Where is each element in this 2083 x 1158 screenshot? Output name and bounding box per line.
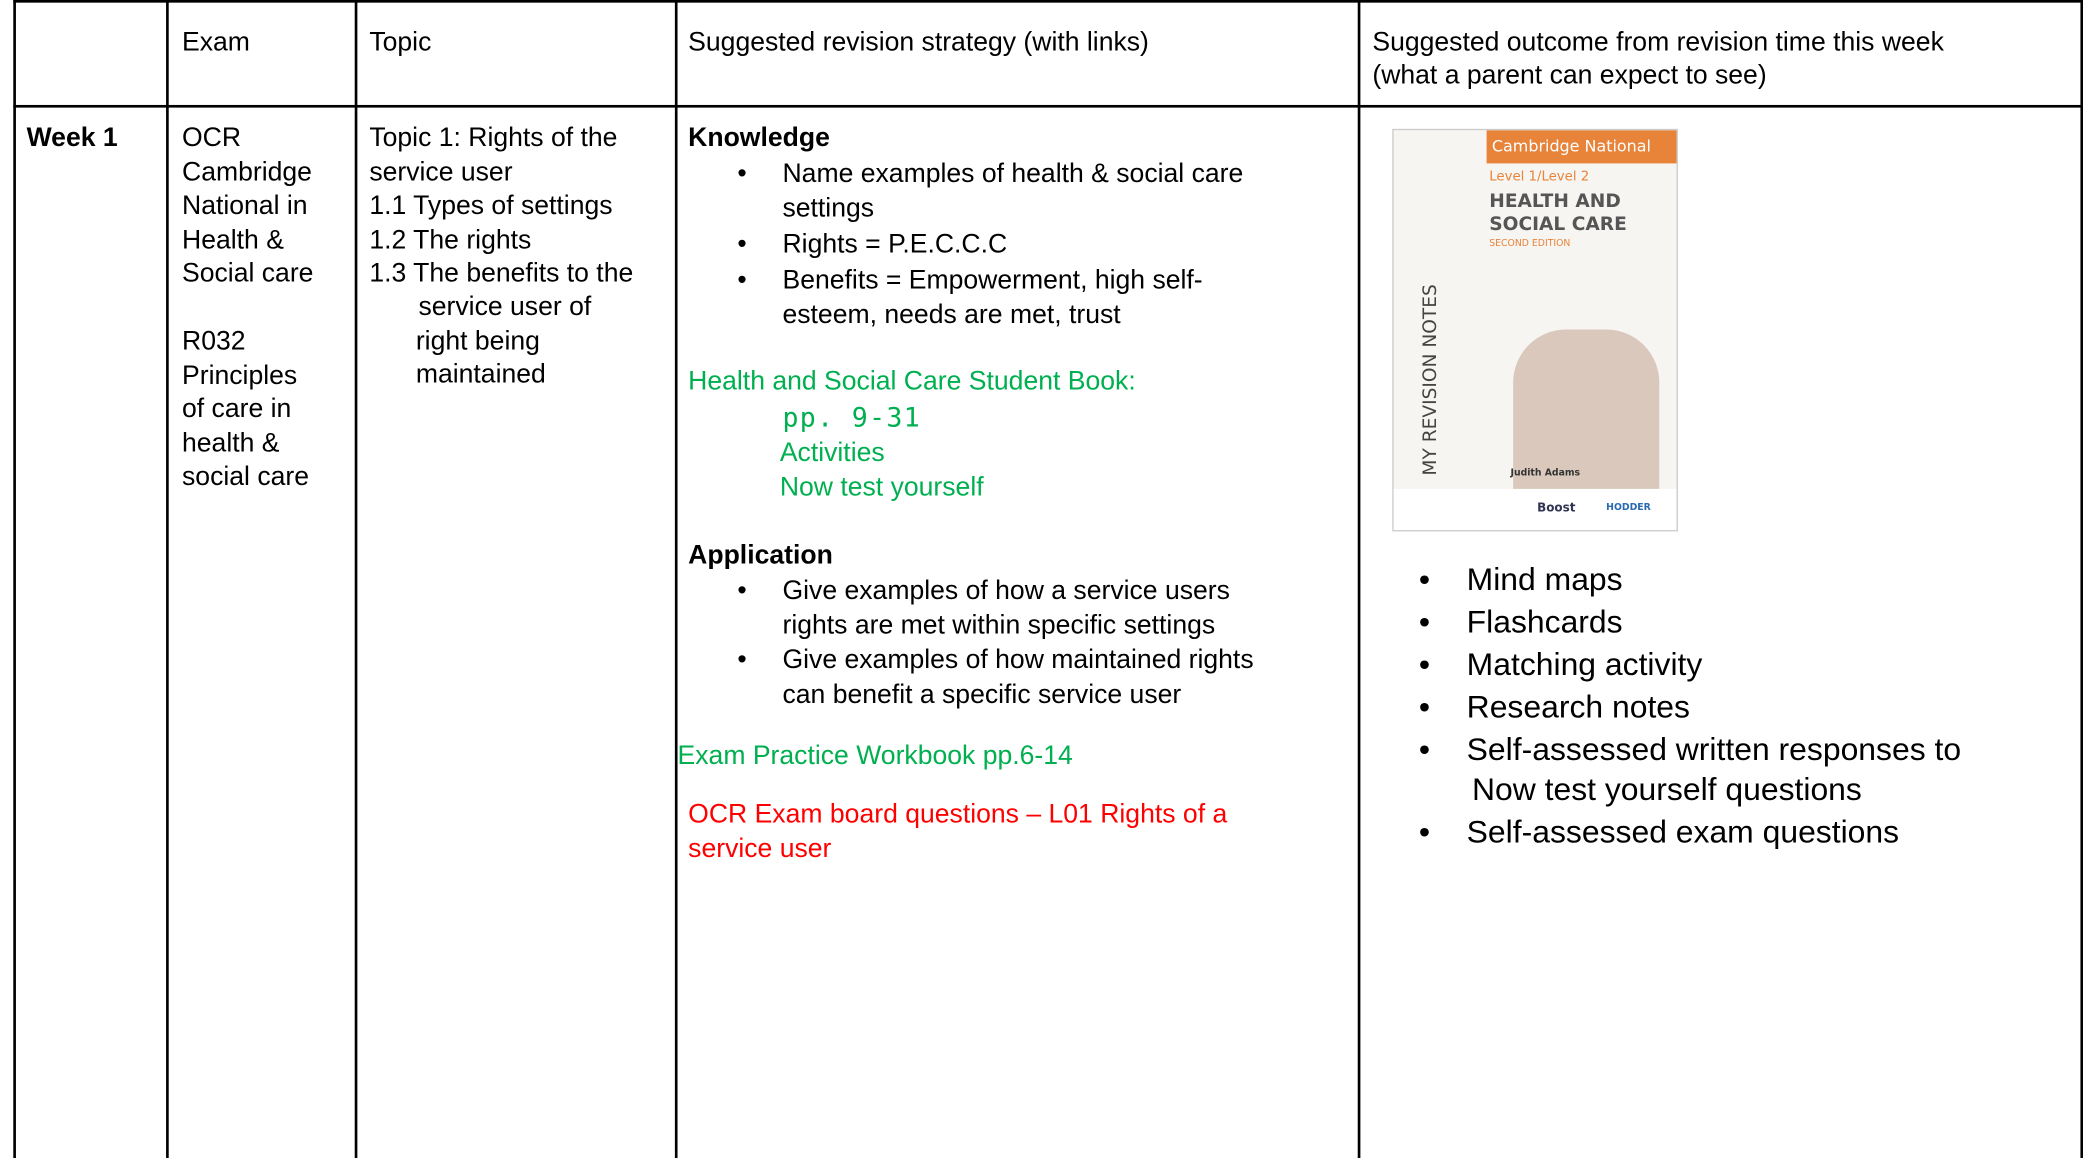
bullet: •	[737, 159, 747, 189]
week-label: Week 1	[26, 123, 118, 153]
border	[13, 0, 16, 1158]
link-text: Exam Practice Workbook pp.6-14	[677, 741, 1073, 771]
section-heading: Application	[688, 540, 833, 570]
bullet-text: Give examples of how a service users	[782, 576, 1230, 606]
cover-series: Cambridge National	[1491, 136, 1651, 156]
cover-publisher: HODDER	[1606, 502, 1651, 513]
bullet: •	[737, 229, 747, 260]
border	[166, 0, 169, 1158]
cover-brand: Boost	[1537, 502, 1576, 516]
exam-text: health &	[182, 428, 280, 458]
outcome-item: Flashcards	[1466, 604, 1623, 641]
topic-text: maintained	[415, 360, 546, 390]
topic-text: 1.1 Types of settings	[369, 191, 613, 221]
exam-text: National in	[182, 191, 308, 221]
topic-text: 1.2 The rights	[369, 225, 532, 255]
link-text: Now test yourself	[779, 472, 984, 503]
border	[1357, 0, 1360, 1158]
topic-text: Topic 1: Rights of the	[369, 123, 618, 153]
bullet: •	[737, 576, 747, 606]
link-text: service user	[688, 834, 832, 864]
topic-text: service user of	[418, 292, 592, 322]
link-text: pp. 9-31	[782, 401, 922, 434]
section-heading: Knowledge	[688, 123, 830, 153]
outcome-item: Matching activity	[1466, 646, 1703, 683]
bullet: •	[1418, 814, 1431, 851]
header-cell: Exam	[182, 27, 250, 58]
outcome-item: Mind maps	[1466, 561, 1623, 598]
bullet: •	[1418, 732, 1431, 768]
link-text: OCR Exam board questions – L01 Rights of…	[688, 799, 1228, 829]
border	[2080, 0, 2083, 1158]
cover-edition: SECOND EDITION	[1489, 237, 1571, 249]
exam-text: OCR	[182, 123, 242, 153]
cover-author: Judith Adams	[1510, 467, 1581, 479]
exam-text: Principles	[182, 360, 298, 390]
outcome-item: Now test yourself questions	[1471, 771, 1862, 808]
exam-text: of care in	[182, 394, 292, 424]
cover-level: Level 1/Level 2	[1489, 170, 1590, 185]
book-cover: Cambridge National Level 1/Level 2 HEALTH …	[1392, 128, 1678, 532]
bullet: •	[1418, 561, 1431, 598]
bullet: •	[737, 645, 747, 675]
bullet: •	[1418, 689, 1431, 726]
bullet: •	[737, 265, 747, 295]
bullet: •	[1418, 646, 1431, 683]
exam-text: Social care	[182, 259, 314, 289]
outcome-item: Research notes	[1466, 689, 1690, 726]
border	[13, 104, 2083, 107]
topic-text: right being	[415, 326, 540, 356]
topic-text: 1.3 The benefits to the	[369, 259, 634, 289]
cover-title: SOCIAL CARE	[1489, 213, 1627, 236]
exam-text: Cambridge	[182, 157, 312, 187]
exam-text: social care	[182, 462, 310, 492]
border	[674, 0, 677, 1158]
header-cell: Suggested outcome from revision time thi…	[1372, 27, 1944, 58]
border	[354, 0, 357, 1158]
bullet-text: settings	[782, 193, 875, 224]
link-text: Activities	[779, 438, 885, 468]
bullet-text: Give examples of how maintained rights	[782, 645, 1254, 675]
outcome-item: Self-assessed written responses to	[1466, 732, 1962, 768]
header-cell: (what a parent can expect to see)	[1372, 61, 1767, 91]
cover-title: HEALTH AND	[1489, 191, 1621, 213]
link-text: Health and Social Care Student Book:	[688, 366, 1136, 396]
bullet-text: Benefits = Empowerment, high self-	[782, 265, 1203, 295]
bullet-text: esteem, needs are met, trust	[782, 300, 1121, 330]
bullet-text: Rights = P.E.C.C.C	[782, 229, 1008, 260]
header-cell: Suggested revision strategy (with links)	[688, 27, 1149, 58]
bullet-text: can benefit a specific service user	[782, 679, 1182, 709]
exam-text: Health &	[182, 225, 284, 255]
header-cell: Topic	[369, 27, 432, 58]
bullet: •	[1418, 604, 1431, 641]
bullet-text: Name examples of health & social care	[782, 159, 1244, 189]
border	[13, 0, 2083, 2]
exam-text: R032	[182, 326, 246, 357]
topic-text: service user	[369, 157, 513, 187]
outcome-item: Self-assessed exam questions	[1466, 814, 1900, 851]
bullet-text: rights are met within specific settings	[782, 610, 1216, 640]
cover-spine: MY REVISION NOTES	[1420, 284, 1442, 476]
